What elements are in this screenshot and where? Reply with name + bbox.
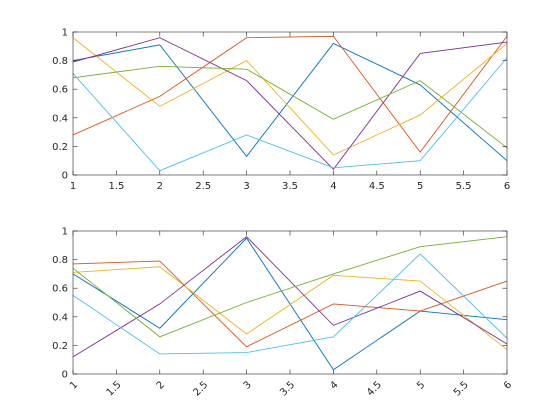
- series-line-3: [72, 266, 508, 351]
- y-tick-label: 0: [62, 370, 68, 381]
- x-tick-label: 1: [70, 181, 76, 192]
- series-line-4: [72, 236, 508, 358]
- axes-box: [72, 230, 508, 375]
- y-tick-label: 0.4: [52, 312, 68, 323]
- x-tick-label: 2.5: [195, 181, 211, 192]
- y-tick-label: 1: [62, 28, 68, 39]
- series-line-2: [72, 35, 508, 153]
- series-line-2: [72, 260, 508, 348]
- x-tick-label: 5: [417, 181, 423, 192]
- y-tick-label: 0.8: [52, 56, 68, 67]
- y-tick-label: 0: [62, 171, 68, 182]
- x-tick-label: 4: [330, 181, 336, 192]
- x-tick-label: 4: [328, 379, 340, 391]
- x-tick-label: 5: [415, 379, 427, 391]
- x-tick-label: 6: [502, 379, 514, 391]
- x-tick-label: 2: [155, 379, 167, 391]
- y-tick-label: 0.4: [52, 113, 68, 124]
- series-line-4: [72, 37, 508, 170]
- series-line-1: [72, 42, 508, 162]
- series-line-5: [72, 65, 508, 149]
- x-tick-label: 3.5: [278, 379, 297, 398]
- x-tick-label: 5.5: [456, 181, 472, 192]
- x-tick-label: 3.5: [282, 181, 298, 192]
- x-tick-label: 6: [504, 181, 510, 192]
- y-tick-label: 1: [62, 227, 68, 238]
- x-tick-label: 2: [157, 181, 163, 192]
- y-tick-label: 0.2: [52, 341, 68, 352]
- axes-bottom: 1 1.5 2 2.5 3 3.5 4 4.5 5 5.5 6 0 0.2 0.4 0.6 0.8 1: [52, 227, 514, 399]
- x-tick-label: 2.5: [191, 379, 210, 398]
- x-tick-label: 3: [242, 379, 254, 391]
- series-line-5: [72, 236, 508, 338]
- x-tick-label: 3: [243, 181, 249, 192]
- x-tick-label: 1.5: [105, 379, 124, 398]
- series-line-1: [72, 237, 508, 371]
- y-tick-label: 0.6: [52, 85, 68, 96]
- x-tick-label: 1: [68, 379, 80, 391]
- x-tick-label: 1.5: [108, 181, 124, 192]
- x-tick-label: 4.5: [365, 379, 384, 398]
- x-tick-label: 4.5: [369, 181, 385, 192]
- series-line-6: [72, 253, 508, 355]
- x-tick-label: 5.5: [452, 379, 471, 398]
- axes-top: 1 1.5 2 2.5 3 3.5 4 4.5 5 5.5 6 0 0.2 0.4 0.6 0.8 1: [52, 28, 510, 193]
- y-tick-label: 0.8: [52, 255, 68, 266]
- series-line-3: [72, 37, 508, 156]
- y-tick-label: 0.6: [52, 284, 68, 295]
- series-line-6: [72, 57, 508, 172]
- y-tick-label: 0.2: [52, 142, 68, 153]
